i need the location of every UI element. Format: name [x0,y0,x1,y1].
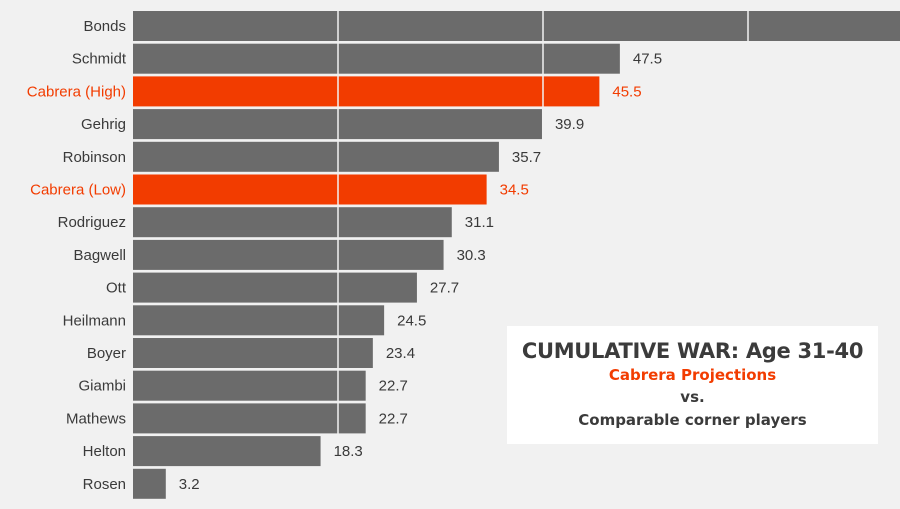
chart-subtitle-highlight: Cabrera Projections [608,366,777,384]
value-label-rodriguez: 31.1 [465,214,494,231]
value-label-heilmann: 24.5 [397,312,426,329]
value-label-giambi: 22.7 [379,378,408,395]
chart-title: CUMULATIVE WAR: Age 31-40 [521,339,864,363]
value-label-gehrig: 39.9 [555,116,584,133]
category-label-heilmann: Heilmann [63,312,126,329]
value-label-robinson: 35.7 [512,149,541,166]
category-label-rosen: Rosen [83,476,126,493]
category-label-boyer: Boyer [87,345,126,362]
bar-rodriguez [133,207,452,238]
category-label-robinson: Robinson [63,149,126,166]
category-label-schmidt: Schmidt [72,51,127,68]
value-label-mathews: 22.7 [379,410,408,427]
category-label-ott: Ott [106,280,127,297]
category-label-cabrera-high: Cabrera (High) [27,83,126,100]
bars-group [133,11,900,499]
bar-giambi [133,370,366,401]
bar-rosen [133,468,166,499]
value-label-rosen: 3.2 [179,476,200,493]
bar-bonds [133,11,900,41]
value-label-boyer: 23.4 [386,345,415,362]
category-label-giambi: Giambi [78,378,126,395]
bar-cabrera-low [133,174,487,205]
category-label-helton: Helton [83,443,126,460]
bar-bagwell [133,239,444,270]
category-label-cabrera-low: Cabrera (Low) [30,182,126,199]
value-label-cabrera-high: 45.5 [612,83,641,100]
category-label-mathews: Mathews [66,410,126,427]
bar-heilmann [133,305,385,336]
category-label-rodriguez: Rodriguez [58,214,126,231]
category-label-gehrig: Gehrig [81,116,126,133]
value-label-bagwell: 30.3 [457,247,486,264]
category-labels-group: Bonds Schmidt Cabrera (High) Gehrig Robinson… [27,18,127,493]
bar-mathews [133,403,366,434]
bar-robinson [133,141,499,172]
bar-ott [133,272,417,303]
bar-schmidt [133,43,620,74]
category-label-bagwell: Bagwell [73,247,126,264]
value-labels-group: 81.4 WAR47.545.539.935.734.531.130.327.7… [179,51,662,493]
bar-helton [133,436,321,467]
chart-subtitle-vs: vs. [680,388,705,406]
value-label-cabrera-low: 34.5 [500,182,529,199]
chart-title-box: CUMULATIVE WAR: Age 31-40 Cabrera Projec… [507,326,878,444]
value-label-ott: 27.7 [430,280,459,297]
bar-cabrera-high [133,76,600,107]
value-label-helton: 18.3 [334,443,363,460]
bar-boyer [133,338,373,368]
chart-subtitle-rest: Comparable corner players [578,411,807,429]
category-label-bonds: Bonds [83,18,126,35]
value-label-schmidt: 47.5 [633,51,662,68]
